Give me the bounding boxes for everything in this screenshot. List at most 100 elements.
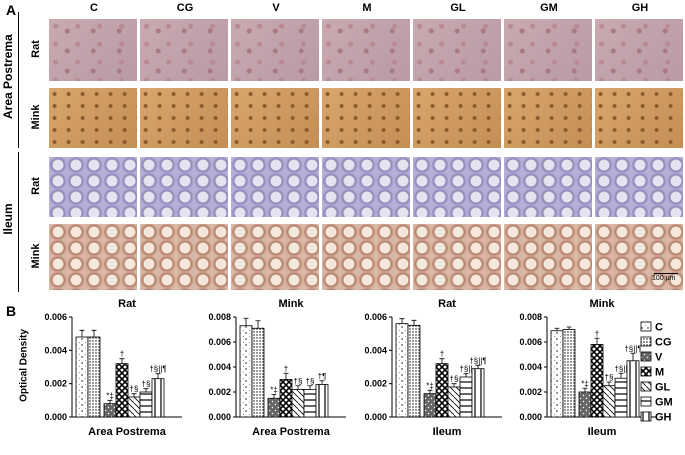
bar-v xyxy=(423,393,437,418)
error-bar-gl xyxy=(451,383,457,387)
chart-title: Mink xyxy=(278,298,304,310)
legend-label-gh: GH xyxy=(655,412,672,424)
legend-swatch-gm xyxy=(640,396,652,407)
significance-label-m: † xyxy=(440,350,444,359)
y-tick-label: 0.004 xyxy=(519,362,542,372)
bar-cg xyxy=(251,327,265,418)
group-divider-ap xyxy=(18,12,19,148)
legend-swatch-m xyxy=(640,366,652,377)
error-bar-gm xyxy=(143,388,149,392)
chart-title: Rat xyxy=(438,298,456,310)
y-tick-label: 0.002 xyxy=(364,379,387,389)
micrograph-rat-area-postrema-gm xyxy=(503,18,593,82)
y-tick-label: 0.008 xyxy=(519,312,542,322)
legend-label-c: C xyxy=(655,322,663,334)
micrograph-mink-ileum-gl xyxy=(412,223,502,291)
micrograph-mink-area-postrema-gh xyxy=(594,87,684,149)
significance-label-gh: †§||¶ xyxy=(149,365,166,374)
bar-chart-1: Rat 0.000 0.002 0.004 0.006 *‡ † †§†§ †§||¶ Area … xyxy=(44,298,182,438)
column-label-gm: GM xyxy=(540,2,558,14)
y-axis-label: Optical Density xyxy=(18,329,30,402)
y-tick-label: 0.000 xyxy=(208,412,231,422)
bar-gh xyxy=(151,378,165,418)
y-tick-label: 0.004 xyxy=(364,345,387,355)
bar-m xyxy=(279,379,293,418)
row-label-rat-area-postrema: Rat xyxy=(30,40,42,58)
panel-b-label: B xyxy=(6,303,17,319)
significance-label-gh: †§||¶ xyxy=(469,356,486,365)
y-tick-label: 0.000 xyxy=(364,412,387,422)
row-label-mink-ileum: Mink xyxy=(30,243,42,269)
micrograph-rat-ileum-cg xyxy=(139,156,229,218)
legend-swatch-v xyxy=(640,351,652,362)
row-label-mink-area-postrema: Mink xyxy=(30,104,42,130)
micrograph-rat-area-postrema-m xyxy=(321,18,411,82)
group-divider-ileum xyxy=(18,152,19,292)
bar-gl xyxy=(602,385,616,418)
error-bar-gh xyxy=(155,373,161,379)
significance-label-gl: †§ xyxy=(605,373,614,382)
bar-gm xyxy=(139,391,153,418)
bar-m xyxy=(115,363,129,418)
significance-label-gl: †§ xyxy=(294,377,303,386)
y-tick-label: 0.004 xyxy=(208,362,231,372)
bar-gh xyxy=(471,368,485,418)
error-bar-m xyxy=(119,358,125,364)
x-axis-label: Area Postrema xyxy=(88,426,167,438)
y-tick-label: 0.000 xyxy=(44,412,67,422)
column-label-v: V xyxy=(272,2,280,14)
bar-gl xyxy=(447,386,461,418)
significance-label-gm: †§ xyxy=(306,377,315,386)
bar-chart-3: Rat 0.000 0.002 0.004 0.006 *‡ † †§†§||†§||¶ Ile… xyxy=(364,298,502,438)
error-bar-v xyxy=(271,394,277,399)
micrograph-mink-ileum-v xyxy=(230,223,320,291)
micrograph-rat-ileum-gm xyxy=(503,156,593,218)
scale-bar xyxy=(654,273,678,274)
micrograph-mink-area-postrema-m xyxy=(321,87,411,149)
error-bar-v xyxy=(107,399,113,404)
y-tick-label: 0.002 xyxy=(519,387,542,397)
y-tick-label: 0.008 xyxy=(208,312,231,322)
bar-c xyxy=(550,330,564,418)
error-bar-cg xyxy=(91,329,97,337)
error-bar-gm xyxy=(307,385,313,390)
micrograph-mink-ileum-cg xyxy=(139,223,229,291)
y-tick-label: 0.006 xyxy=(44,312,67,322)
error-bar-c xyxy=(243,317,249,326)
legend-label-gm: GM xyxy=(655,397,673,409)
bar-v xyxy=(103,403,117,418)
bar-chart-4: Mink 0.000 0.002 0.004 0.006 0.008 *‡ † †§†§|| †§… xyxy=(519,298,657,438)
significance-label-gh: †§||¶ xyxy=(624,344,641,353)
significance-label-gm: †§|| xyxy=(614,364,627,373)
significance-label-v: *‡ xyxy=(581,379,589,388)
micrograph-mink-area-postrema-gm xyxy=(503,87,593,149)
micrograph-rat-ileum-c xyxy=(48,156,138,218)
bar-gl xyxy=(127,396,141,418)
significance-label-gm: †§|| xyxy=(459,365,472,374)
error-bar-c xyxy=(554,327,560,331)
legend-swatch-gl xyxy=(640,381,652,392)
y-tick-label: 0.000 xyxy=(519,412,542,422)
y-tick-label: 0.002 xyxy=(44,379,67,389)
error-bar-gl xyxy=(606,381,612,386)
legend-swatch-gh xyxy=(640,411,652,422)
micrograph-rat-area-postrema-cg xyxy=(139,18,229,82)
micrograph-rat-ileum-gh xyxy=(594,156,684,218)
bar-c xyxy=(75,336,89,418)
panel-a-label: A xyxy=(6,2,17,18)
bar-m xyxy=(435,363,449,418)
bar-gh xyxy=(626,360,640,418)
bar-cg xyxy=(87,336,101,418)
x-axis-label: Ileum xyxy=(433,426,462,438)
error-bar-cg xyxy=(411,319,417,326)
error-bar-gm xyxy=(463,373,469,377)
significance-label-m: † xyxy=(284,364,288,373)
micrograph-rat-area-postrema-c xyxy=(48,18,138,82)
bar-m xyxy=(590,344,604,418)
error-bar-m xyxy=(594,337,600,345)
x-axis-label: Area Postrema xyxy=(252,426,331,438)
micrograph-rat-area-postrema-gl xyxy=(412,18,502,82)
bar-gl xyxy=(291,389,305,418)
legend-swatch-c xyxy=(640,321,652,332)
